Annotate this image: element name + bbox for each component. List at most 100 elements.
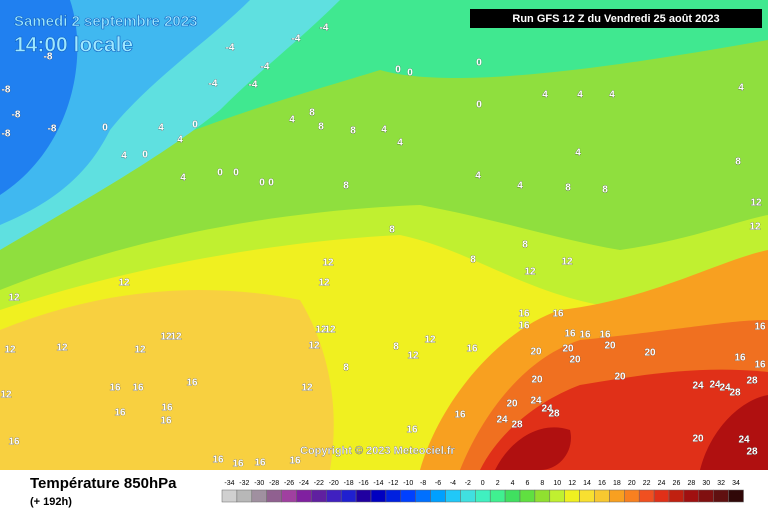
isotherm-label: 8 — [565, 183, 571, 194]
legend-label: 16 — [598, 480, 606, 487]
isotherm-label: 24 — [709, 380, 721, 391]
legend-swatch — [624, 489, 640, 503]
isotherm-label: 20 — [644, 348, 656, 359]
isotherm-label: 12 — [424, 335, 436, 346]
legend-label: 0 — [481, 480, 485, 487]
isotherm-label: -4 — [320, 23, 329, 34]
isotherm-label: 12 — [0, 390, 12, 401]
isotherm-label: 4 — [609, 90, 615, 101]
legend-label: 24 — [658, 480, 666, 487]
legend-swatch — [713, 489, 729, 503]
isotherm-label: 4 — [738, 83, 744, 94]
isotherm-label: 12 — [160, 332, 172, 343]
isotherm-label: 12 — [170, 332, 182, 343]
legend-label: 12 — [568, 480, 576, 487]
isotherm-label: 8 — [318, 122, 324, 133]
isotherm-label: 12 — [324, 325, 336, 336]
legend-swatch — [251, 489, 267, 503]
isotherm-label: -4 — [292, 34, 301, 45]
legend-label: -34 — [224, 480, 234, 487]
isotherm-label: 4 — [577, 90, 583, 101]
isotherm-label: 4 — [158, 123, 164, 134]
legend-swatch — [266, 489, 282, 503]
isotherm-label: 0 — [268, 178, 274, 189]
isotherm-label: 0 — [476, 100, 482, 111]
isotherm-label: 12 — [561, 257, 573, 268]
isotherm-label: 20 — [692, 434, 704, 445]
isotherm-label: 4 — [397, 138, 403, 149]
isotherm-label: 12 — [315, 325, 327, 336]
isotherm-label: 24 — [496, 415, 508, 426]
isotherm-label: 16 — [212, 455, 224, 466]
isotherm-label: 16 — [114, 408, 126, 419]
isotherm-label: -8 — [44, 52, 53, 63]
legend-swatch — [430, 489, 446, 503]
isotherm-label: 8 — [470, 255, 476, 266]
isotherm-label: 16 — [734, 353, 746, 364]
isotherm-label: 16 — [518, 309, 530, 320]
legend-swatch — [534, 489, 551, 503]
isotherm-label: 28 — [746, 447, 758, 458]
isotherm-label: 24 — [719, 383, 731, 394]
isotherm-label: 12 — [407, 351, 419, 362]
isotherm-label: 20 — [614, 372, 626, 383]
legend-swatch — [519, 489, 536, 503]
legend-label: -24 — [299, 480, 309, 487]
legend-swatch — [281, 489, 297, 503]
isotherm-label: 0 — [102, 123, 108, 134]
legend-swatch — [221, 489, 238, 503]
isotherm-label: 20 — [562, 344, 574, 355]
isotherm-label: 4 — [381, 125, 387, 136]
isotherm-label: 12 — [8, 293, 20, 304]
isotherm-label: 4 — [121, 151, 127, 162]
isotherm-label: 20 — [506, 399, 518, 410]
legend-swatch — [475, 489, 491, 503]
isotherm-label: 12 — [56, 343, 68, 354]
legend-label: 20 — [628, 480, 636, 487]
legend-label: 6 — [525, 480, 529, 487]
isotherm-label: 4 — [180, 173, 186, 184]
isotherm-label: 4 — [517, 181, 523, 192]
legend-swatch — [668, 489, 685, 503]
legend-swatch — [698, 489, 714, 503]
legend-swatch — [236, 489, 253, 503]
zone-hot — [700, 395, 768, 470]
zone-cold — [0, 0, 78, 195]
isotherm-label: 16 — [579, 330, 591, 341]
isotherm-label: 16 — [109, 383, 121, 394]
legend-label: -16 — [358, 480, 368, 487]
run-info: Run GFS 12 Z du Vendredi 25 août 2023 — [512, 13, 719, 25]
legend-subtitle: (+ 192h) — [30, 496, 72, 508]
isotherm-label: 16 — [186, 378, 198, 389]
legend-swatch — [355, 489, 372, 503]
legend-swatch — [445, 489, 461, 503]
legend-label: 14 — [583, 480, 591, 487]
isotherm-label: 16 — [406, 425, 418, 436]
zone-warm — [0, 290, 334, 470]
isotherm-label: 4 — [575, 148, 581, 159]
legend-swatch — [609, 489, 625, 503]
isotherm-label: 20 — [569, 355, 581, 366]
legend-swatch — [385, 489, 402, 503]
isotherm-label: 12 — [750, 198, 762, 209]
legend-label: -4 — [450, 480, 456, 487]
legend-label: 30 — [702, 480, 710, 487]
isotherm-label: 24 — [692, 381, 704, 392]
legend-label: -30 — [254, 480, 264, 487]
isotherm-label: 16 — [161, 403, 173, 414]
legend-swatch — [594, 489, 610, 503]
run-box — [470, 9, 762, 28]
map-date: Samedi 2 septembre 2023 — [14, 13, 197, 30]
isotherm-label: -8 — [48, 124, 57, 135]
copyright: Copyright © 2023 Meteociel.fr — [300, 445, 456, 457]
isotherm-label: -4 — [261, 62, 270, 73]
legend-label: -12 — [388, 480, 398, 487]
isotherm-label: 8 — [343, 363, 349, 374]
legend-label: -10 — [403, 480, 413, 487]
isotherm-label: 16 — [289, 456, 301, 467]
isotherm-label: -4 — [209, 79, 218, 90]
legend-swatch — [340, 489, 357, 503]
map-time: 14:00 locale — [14, 34, 133, 57]
